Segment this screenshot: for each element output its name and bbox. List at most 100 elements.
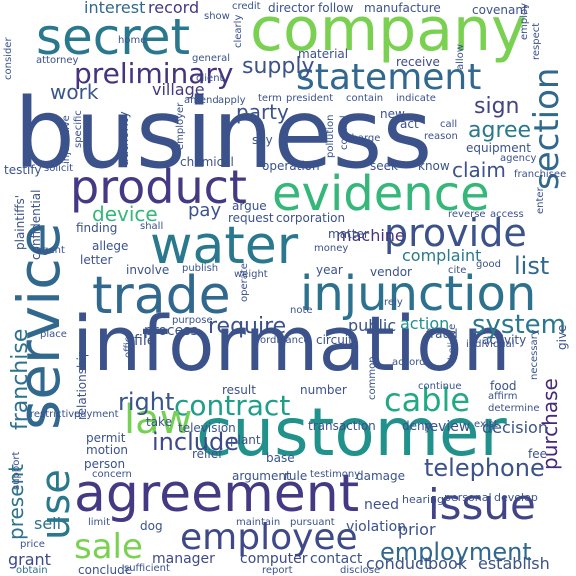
word-finding: finding [76, 221, 118, 235]
word-injunction: injunction [300, 266, 537, 322]
word-amend: amend [184, 95, 219, 106]
word-common: common [367, 356, 378, 400]
word-water: water [150, 216, 299, 276]
word-decision: decision [482, 418, 548, 437]
word-director: director [268, 1, 315, 15]
word-review: review [424, 419, 471, 435]
word-exist: exist [474, 419, 498, 430]
word-concern: concern [92, 469, 132, 480]
word-maintain: maintain [236, 517, 281, 528]
word-individual: individual [466, 339, 515, 350]
word-employer: employer [175, 102, 186, 150]
word-president: president [286, 93, 334, 104]
word-right: right [118, 388, 175, 416]
word-authority: authority [117, 111, 131, 166]
word-food: food [490, 379, 517, 393]
word-say: say [252, 133, 273, 147]
word-indicate: indicate [396, 93, 436, 104]
word-need: need [364, 497, 399, 513]
word-process: process [144, 323, 198, 339]
word-believe: believe [447, 323, 458, 360]
word-dog: dog [140, 519, 163, 533]
word-continue: continue [418, 381, 462, 392]
word-result: result [222, 383, 256, 397]
word-general: general [192, 53, 231, 64]
word-telephone: telephone [424, 454, 545, 482]
word-control: control [339, 115, 350, 150]
word-list: list [514, 252, 550, 280]
word-include: include [152, 428, 239, 456]
word-allege: allege [92, 239, 129, 253]
word-argument: argument [232, 469, 291, 483]
word-apply: apply [218, 95, 246, 106]
word-permit: permit [86, 431, 126, 445]
word-note: note [290, 305, 313, 316]
word-complaint: complaint [402, 246, 482, 265]
word-work: work [50, 80, 99, 104]
word-limit: limit [88, 517, 110, 528]
word-personal: personal [444, 491, 492, 504]
word-base: base [266, 451, 295, 465]
word-know: know [418, 159, 450, 173]
word-contract: contract [174, 389, 291, 422]
word-act: act [400, 117, 419, 131]
word-argue: argue [232, 199, 267, 213]
word-number: number [300, 383, 347, 397]
word-rule: rule [284, 469, 308, 483]
word-require: require [208, 314, 287, 339]
word-agree: agree [468, 118, 532, 143]
word-payment: payment [74, 409, 119, 420]
word-deny: deny [402, 419, 432, 433]
word-plaintiffs: plaintiffs' [13, 194, 27, 250]
word-plant: plant [230, 433, 261, 447]
word-statement: statement [296, 57, 482, 98]
word-pay: pay [188, 200, 222, 221]
word-television: television [178, 421, 236, 435]
word-equipment: equipment [466, 141, 531, 155]
word-device: device [92, 202, 158, 226]
word-sale: sale [74, 527, 143, 567]
word-injunctive: injunctive [61, 115, 72, 164]
word-circuit: circuit [316, 333, 353, 347]
word-develop: develop [494, 491, 538, 504]
word-law: law [124, 397, 193, 443]
word-cable: cable [384, 381, 471, 419]
word-business: business [14, 78, 433, 190]
word-company: company [250, 0, 527, 65]
word-provide: provide [384, 211, 527, 255]
word-contain: contain [346, 93, 384, 104]
word-agreement: agreement [74, 464, 360, 524]
word-chemical: chemical [180, 155, 234, 169]
word-interest: interest [84, 0, 146, 17]
word-determine: determine [488, 403, 540, 414]
word-computer: computer [240, 551, 308, 567]
word-seek: seek [370, 159, 398, 173]
word-manufacture: manufacture [364, 1, 441, 15]
word-franchisee: franchisee [514, 169, 567, 180]
word-reverse: reverse [448, 209, 486, 220]
word-allow: allow [455, 44, 466, 70]
word-testimony: testimony [310, 469, 361, 480]
word-term: term [258, 93, 282, 104]
word-show: show [204, 11, 230, 22]
word-customer: customer [196, 394, 507, 471]
word-client: client [196, 73, 224, 84]
word-evidence: evidence [272, 166, 490, 222]
word-affirm: affirm [488, 391, 518, 402]
word-sign: sign [474, 94, 520, 119]
word-obtain: obtain [16, 565, 48, 576]
word-system: system [472, 310, 566, 340]
word-action: action [400, 314, 450, 333]
word-place: place [40, 329, 67, 340]
word-request: request [228, 211, 274, 225]
word-information: information [72, 299, 511, 388]
word-person: person [84, 457, 126, 471]
word-year: year [316, 263, 343, 277]
word-reason: reason [424, 131, 458, 142]
word-ordinance: ordinance [260, 335, 310, 346]
word-contact: contact [310, 551, 363, 567]
word-party: party [236, 100, 289, 124]
word-trade: trade [92, 266, 231, 326]
word-grant: grant [8, 550, 51, 569]
